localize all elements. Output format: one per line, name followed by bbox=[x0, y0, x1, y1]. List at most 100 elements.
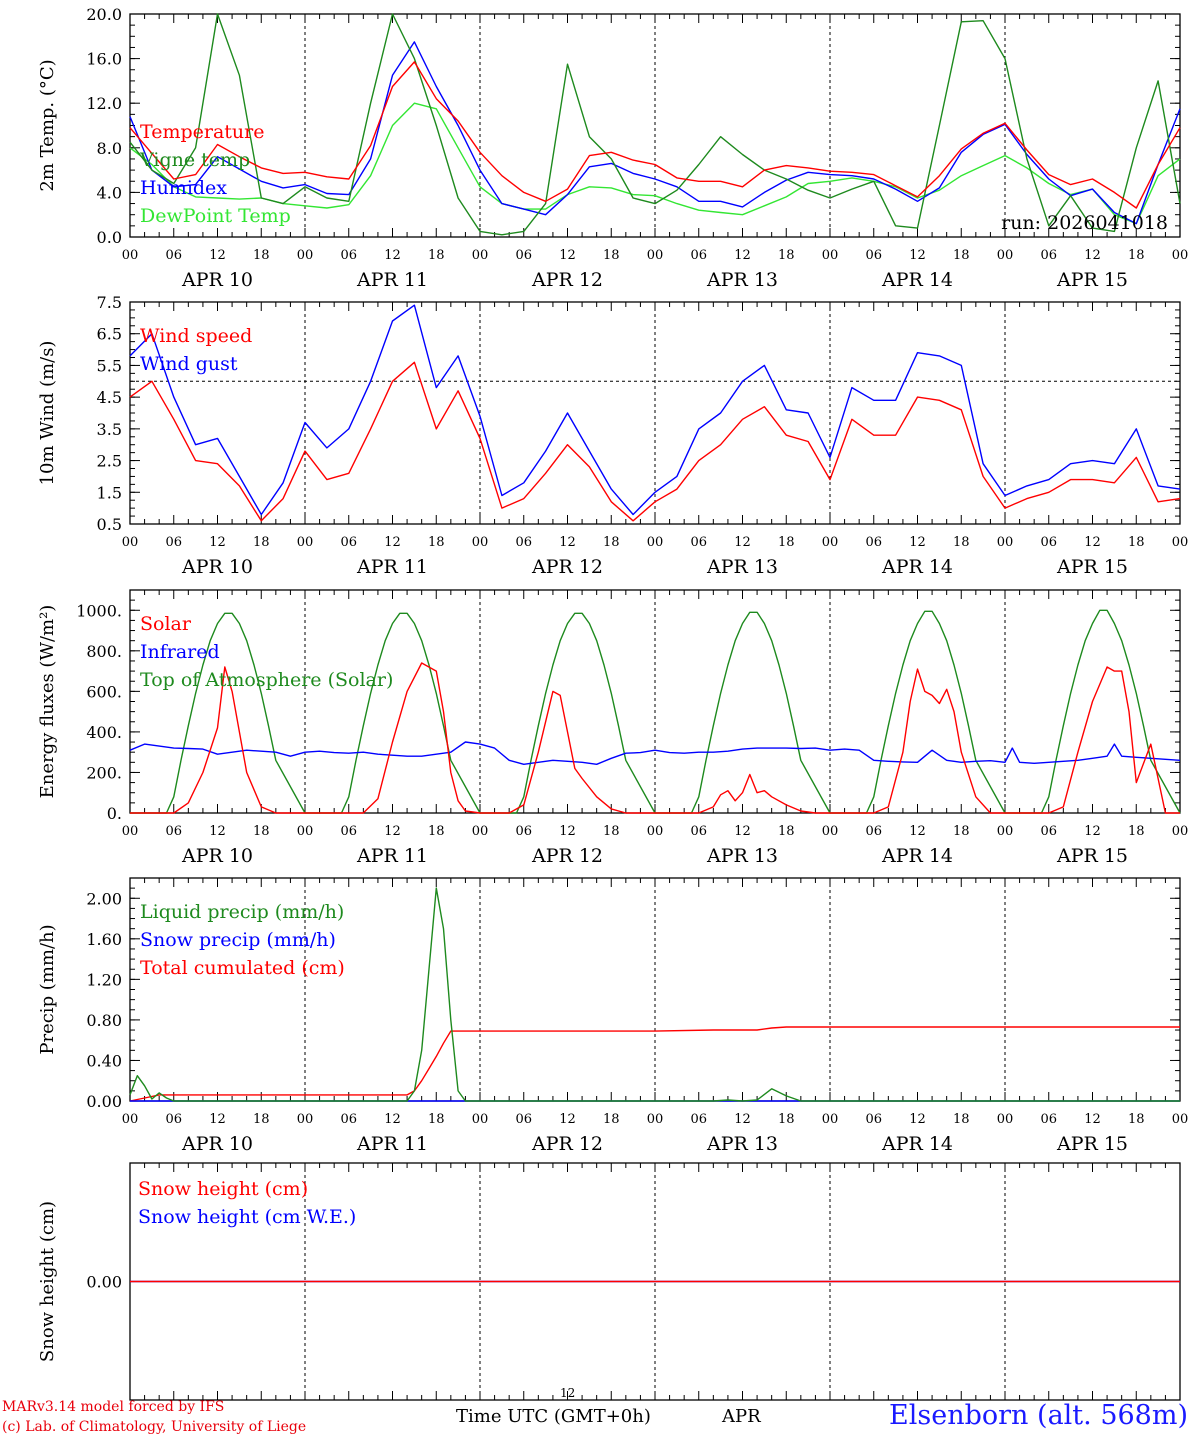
hour-tick-label: 18 bbox=[778, 535, 795, 550]
hour-tick-label: 12 bbox=[384, 535, 401, 550]
series-line bbox=[129, 887, 1180, 1102]
hour-tick-label: 18 bbox=[603, 535, 620, 550]
y-tick-label: 1.60 bbox=[86, 930, 122, 949]
hour-tick-label: 06 bbox=[690, 535, 707, 550]
hour-tick-label: 12 bbox=[734, 824, 751, 839]
hour-tick-label: 00 bbox=[1172, 248, 1189, 263]
hour-tick-label: 06 bbox=[340, 1112, 357, 1127]
legend-entry: Snow precip (mm/h) bbox=[140, 929, 336, 951]
hour-tick-label: 12 bbox=[734, 248, 751, 263]
y-tick-label: 600. bbox=[86, 682, 122, 701]
hour-tick-label: 00 bbox=[297, 535, 314, 550]
day-label: APR 13 bbox=[706, 1133, 778, 1155]
hour-tick-label: 12 bbox=[559, 824, 576, 839]
hour-tick-label: 18 bbox=[603, 824, 620, 839]
y-tick-label: 1.20 bbox=[86, 970, 122, 989]
hour-tick-label: 00 bbox=[297, 824, 314, 839]
hour-tick-label: 18 bbox=[778, 248, 795, 263]
hour-tick-label: 06 bbox=[165, 824, 182, 839]
series-line bbox=[129, 102, 1181, 225]
hour-tick-label: 12 bbox=[1084, 1112, 1101, 1127]
y-tick-label: 7.5 bbox=[97, 293, 122, 312]
hour-tick-label: 12 bbox=[559, 535, 576, 550]
hour-tick-label: 12 bbox=[209, 824, 226, 839]
hour-tick-label: 00 bbox=[1172, 535, 1189, 550]
hour-tick-label: 06 bbox=[515, 248, 532, 263]
y-axis-label: Energy fluxes (W/m²) bbox=[37, 605, 58, 799]
run-annotation: run: 2026041018 bbox=[1001, 212, 1168, 234]
hour-tick-label: 18 bbox=[1128, 824, 1145, 839]
hour-tick-label: 00 bbox=[472, 1112, 489, 1127]
y-tick-label: 4.5 bbox=[97, 388, 122, 407]
day-label: APR 12 bbox=[531, 1133, 603, 1155]
day-label: APR 12 bbox=[531, 845, 603, 867]
hour-tick-label: 00 bbox=[297, 248, 314, 263]
day-label: APR 14 bbox=[881, 556, 953, 578]
legend-entry: Total cumulated (cm) bbox=[140, 957, 345, 979]
day-label: APR 15 bbox=[1056, 1133, 1128, 1155]
hour-tick-label: 00 bbox=[1172, 1112, 1189, 1127]
hour-tick-label: 06 bbox=[1040, 535, 1057, 550]
hour-tick-label: 06 bbox=[515, 535, 532, 550]
hour-tick-label: 00 bbox=[997, 1112, 1014, 1127]
hour-tick-label: 00 bbox=[472, 824, 489, 839]
hour-tick-label: 12 bbox=[909, 824, 926, 839]
y-tick-label: 4.0 bbox=[97, 183, 122, 202]
series-line bbox=[129, 13, 1181, 236]
day-label: APR 15 bbox=[1056, 269, 1128, 291]
y-tick-label: 800. bbox=[86, 642, 122, 661]
y-tick-label: 1.5 bbox=[97, 483, 122, 502]
legend-entry: Snow height (cm) bbox=[138, 1178, 308, 1200]
hour-tick-label: 12 bbox=[1084, 248, 1101, 263]
hour-tick-label: 12 bbox=[1084, 535, 1101, 550]
y-axis-label: Snow height (cm) bbox=[37, 1201, 58, 1362]
day-label: APR 13 bbox=[706, 269, 778, 291]
hour-tick-label: 06 bbox=[340, 824, 357, 839]
hour-tick-label: 06 bbox=[865, 248, 882, 263]
hour-tick-label: 12 bbox=[909, 535, 926, 550]
legend-entry: Humidex bbox=[140, 177, 227, 199]
hour-tick-label: 12 bbox=[1084, 824, 1101, 839]
day-label: APR 10 bbox=[181, 1133, 253, 1155]
hour-tick-label: 18 bbox=[428, 1112, 445, 1127]
y-tick-label: 0.80 bbox=[86, 1011, 122, 1030]
x-axis-title-mid: 12 bbox=[560, 1386, 576, 1400]
legend-entry: Temperature bbox=[140, 121, 264, 143]
hour-tick-label: 06 bbox=[515, 1112, 532, 1127]
hour-tick-label: 06 bbox=[515, 824, 532, 839]
hour-tick-label: 00 bbox=[647, 535, 664, 550]
hour-tick-label: 18 bbox=[253, 1112, 270, 1127]
hour-tick-label: 18 bbox=[428, 248, 445, 263]
legend-entry: Snow height (cm W.E.) bbox=[138, 1206, 356, 1228]
hour-tick-label: 18 bbox=[253, 824, 270, 839]
y-tick-label: 0.00 bbox=[86, 1092, 122, 1111]
hour-tick-label: 06 bbox=[865, 535, 882, 550]
hour-tick-label: 06 bbox=[1040, 248, 1057, 263]
hour-tick-label: 18 bbox=[778, 1112, 795, 1127]
legend-entry: Solar bbox=[140, 613, 192, 635]
y-tick-label: 2.5 bbox=[97, 452, 122, 471]
hour-tick-label: 12 bbox=[909, 1112, 926, 1127]
day-label: APR 13 bbox=[706, 845, 778, 867]
hour-tick-label: 06 bbox=[165, 248, 182, 263]
y-axis-label: Precip (mm/h) bbox=[37, 924, 58, 1054]
day-label: APR 15 bbox=[1056, 556, 1128, 578]
day-label: APR 10 bbox=[181, 269, 253, 291]
y-tick-label: 200. bbox=[86, 763, 122, 782]
y-tick-label: 6.5 bbox=[97, 325, 122, 344]
series-line bbox=[130, 662, 1180, 814]
day-label: APR 14 bbox=[881, 1133, 953, 1155]
hour-tick-label: 18 bbox=[953, 535, 970, 550]
hour-tick-label: 06 bbox=[340, 535, 357, 550]
hour-tick-label: 18 bbox=[953, 1112, 970, 1127]
hour-tick-label: 00 bbox=[822, 535, 839, 550]
x-axis-title: Time UTC (GMT+0h) bbox=[456, 1406, 651, 1427]
hour-tick-label: 06 bbox=[690, 824, 707, 839]
hour-tick-label: 00 bbox=[122, 248, 139, 263]
legend-entry: Wind speed bbox=[140, 325, 252, 347]
hour-tick-label: 18 bbox=[428, 824, 445, 839]
y-tick-label: 0.0 bbox=[97, 228, 122, 247]
hour-tick-label: 18 bbox=[1128, 535, 1145, 550]
hour-tick-label: 00 bbox=[472, 535, 489, 550]
hour-tick-label: 06 bbox=[340, 248, 357, 263]
